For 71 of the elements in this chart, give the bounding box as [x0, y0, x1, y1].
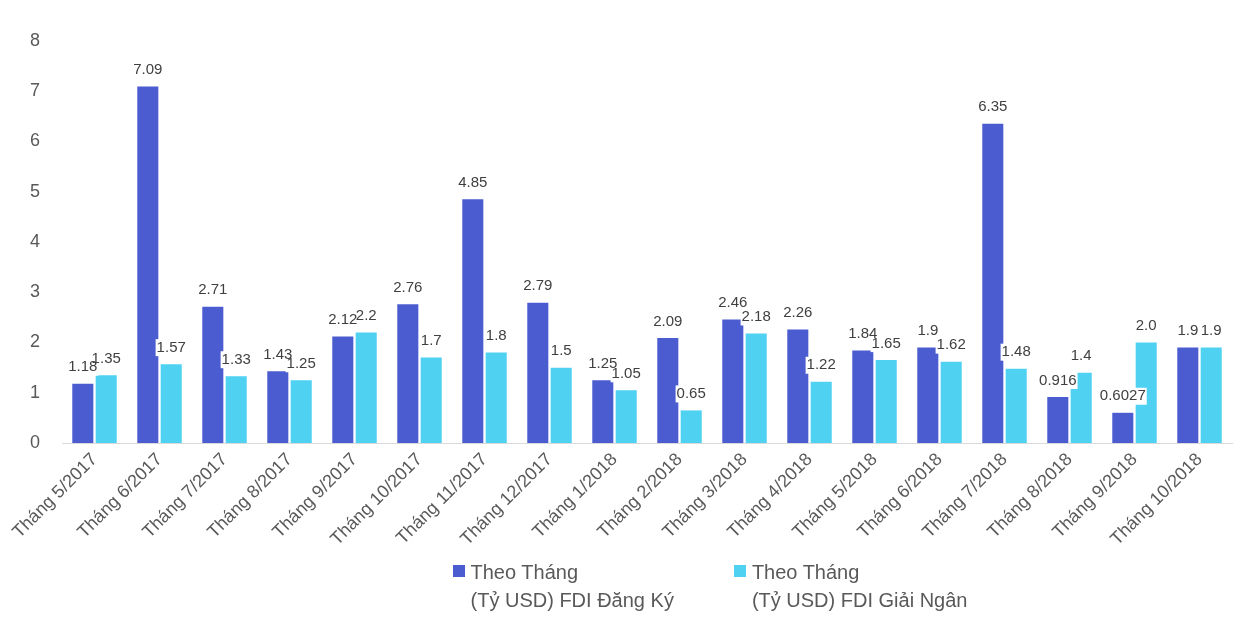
data-label: 1.57 — [156, 337, 186, 355]
bar — [1177, 347, 1199, 444]
data-label: 1.4 — [1070, 346, 1092, 364]
data-label: 1.7 — [420, 331, 442, 349]
data-label: 2.26 — [783, 303, 813, 321]
legend-label: Theo Tháng (Tỷ USD) FDI Đăng Ký — [470, 560, 674, 613]
y-tick-label: 6 — [30, 130, 41, 151]
bar — [745, 333, 767, 444]
bar — [615, 390, 637, 444]
bar — [1005, 368, 1027, 444]
bar — [810, 381, 832, 444]
data-label: 2.71 — [198, 280, 228, 298]
bar — [550, 367, 572, 444]
data-label: 6.35 — [978, 97, 1008, 115]
data-label: 2.12 — [328, 310, 358, 328]
data-label: 1.9 — [917, 321, 939, 339]
data-label: 1.8 — [485, 326, 507, 344]
bar — [485, 352, 507, 444]
data-label: 1.62 — [936, 335, 966, 353]
bar — [680, 410, 702, 444]
bar — [527, 302, 549, 444]
bar — [917, 347, 939, 444]
bar — [95, 375, 117, 444]
bar — [462, 199, 484, 444]
data-label: 1.9 — [1200, 321, 1222, 339]
bar — [332, 336, 354, 444]
y-tick-label: 1 — [30, 381, 41, 402]
data-label: 0.6027 — [1099, 386, 1146, 404]
bar — [137, 86, 159, 444]
bar — [225, 376, 247, 444]
bar — [657, 337, 679, 444]
bar — [160, 364, 182, 444]
data-label: 4.85 — [458, 172, 488, 190]
data-label: 1.9 — [1177, 321, 1199, 339]
bar — [202, 306, 224, 444]
bar — [1112, 412, 1134, 444]
y-tick-label: 4 — [30, 230, 41, 251]
bar — [290, 380, 312, 444]
bar — [397, 304, 419, 444]
y-tick-label: 8 — [30, 29, 41, 50]
y-tick-label: 7 — [30, 80, 41, 101]
bar — [267, 371, 289, 444]
bar — [875, 360, 897, 444]
data-label: 0.65 — [676, 384, 706, 402]
legend-label: Theo Tháng (Tỷ USD) FDI Giải Ngân — [751, 560, 968, 613]
y-tick-label: 5 — [30, 180, 41, 201]
bar — [420, 357, 442, 444]
bar — [722, 319, 744, 444]
bar — [940, 361, 962, 444]
bar — [787, 329, 809, 444]
bar — [982, 123, 1004, 444]
data-label: 7.09 — [133, 60, 163, 78]
bar — [72, 383, 94, 444]
data-label: 2.18 — [741, 307, 771, 325]
y-tick-label: 3 — [30, 281, 41, 302]
y-tick-label: 0 — [30, 432, 41, 453]
data-label: 0.916 — [1039, 370, 1077, 388]
bar — [355, 332, 377, 444]
bar — [852, 350, 874, 444]
data-label: 1.5 — [550, 341, 572, 359]
bar — [1200, 347, 1222, 444]
data-label: 2.0 — [1135, 316, 1157, 334]
data-label: 1.22 — [806, 355, 836, 373]
bar — [592, 380, 614, 444]
data-label: 2.79 — [523, 276, 553, 294]
data-label: 2.09 — [653, 311, 683, 329]
data-label: 1.48 — [1001, 342, 1031, 360]
data-label: 1.33 — [221, 349, 251, 367]
data-label: 2.76 — [393, 277, 423, 295]
bar — [1047, 397, 1069, 444]
y-tick-label: 2 — [30, 331, 41, 352]
